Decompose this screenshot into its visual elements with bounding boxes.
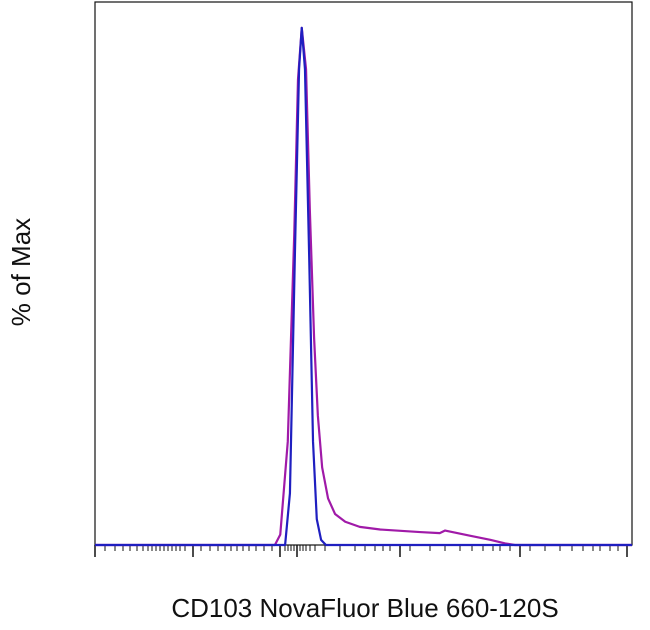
x-axis-label: CD103 NovaFluor Blue 660-120S bbox=[171, 593, 558, 623]
plot-frame bbox=[94, 1, 633, 546]
y-axis-label: % of Max bbox=[6, 218, 36, 326]
histogram-line bbox=[95, 26, 632, 547]
histogram-line bbox=[95, 26, 632, 547]
